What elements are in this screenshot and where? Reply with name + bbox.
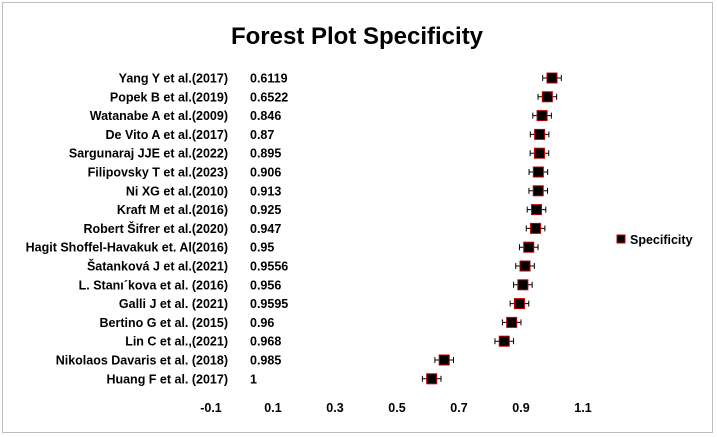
study-label: Hagit Shoffel-Havakuk et. Al(2016): [26, 241, 228, 255]
study-row: Huang F et al. (2017) 1: [106, 372, 442, 386]
x-tick-label: 0.9: [512, 401, 529, 415]
study-value: 0.906: [250, 166, 281, 180]
study-value: 0.968: [250, 335, 281, 349]
study-row: Yang Y et al.(2017) 0.6119: [119, 72, 562, 86]
study-value: 0.9556: [250, 260, 288, 274]
study-value: 0.6522: [250, 90, 288, 104]
study-label: Šatanková J et al.(2021): [87, 259, 228, 274]
study-label: Yang Y et al.(2017): [119, 72, 228, 86]
x-tick-label: 1.1: [574, 401, 591, 415]
study-row: Lin C et al.,(2021) 0.968: [125, 335, 515, 349]
study-label: Bertino G et al. (2015): [99, 316, 228, 330]
study-row: Šatanková J et al.(2021) 0.9556: [87, 259, 535, 274]
study-label: De Vito A et al.(2017): [106, 128, 229, 142]
study-row: Hagit Shoffel-Havakuk et. Al(2016) 0.95: [26, 241, 539, 255]
point-marker: [523, 241, 535, 253]
study-label: Filipovsky T et al.(2023): [88, 166, 228, 180]
x-tick-label: 0.7: [450, 401, 467, 415]
study-value: 0.925: [250, 203, 281, 217]
study-label: Ni XG et al.(2010): [126, 184, 228, 198]
point-marker: [517, 279, 529, 291]
chart-title: Forest Plot Specificity: [231, 23, 484, 50]
study-row: Sargunaraj JJE et al.(2022) 0.895: [69, 147, 550, 161]
study-label: Sargunaraj JJE et al.(2022): [69, 147, 228, 161]
study-value: 0.96: [250, 316, 274, 330]
study-label: Lin C et al.,(2021): [125, 335, 228, 349]
study-row: Galli J et al. (2021) 0.9595: [119, 297, 530, 311]
legend-marker: [616, 234, 626, 244]
point-marker: [546, 72, 558, 84]
point-marker: [513, 298, 525, 310]
study-value: 0.913: [250, 184, 281, 198]
study-row: Watanabe A et al.(2009) 0.846: [90, 109, 552, 123]
study-value: 0.846: [250, 109, 281, 123]
study-value: 0.985: [250, 354, 281, 368]
study-row: Kraft M et al.(2016) 0.925: [117, 203, 547, 217]
study-row: Bertino G et al. (2015) 0.96: [99, 316, 522, 330]
legend-label: Specificity: [630, 233, 693, 247]
study-row: De Vito A et al.(2017) 0.87: [106, 128, 550, 142]
x-axis: -0.1 0.1 0.3 0.5 0.7 0.9 1.1: [200, 401, 592, 415]
point-marker: [532, 185, 544, 197]
study-value: 0.947: [250, 222, 281, 236]
study-row: Ni XG et al.(2010) 0.913: [126, 184, 549, 198]
study-row: Popek B et al.(2019) 0.6522: [110, 90, 558, 104]
study-row: Nikolaos Davaris et al. (2018) 0.985: [56, 354, 454, 368]
study-value: 1: [250, 372, 257, 386]
point-marker: [536, 110, 548, 122]
x-tick-label: 0.3: [326, 401, 343, 415]
plot-rows: Yang Y et al.(2017) 0.6119 Popek B et al.(…: [26, 72, 562, 386]
point-marker: [506, 316, 518, 328]
point-marker: [534, 128, 546, 140]
point-marker: [426, 373, 438, 385]
study-value: 0.87: [250, 128, 274, 142]
study-value: 0.895: [250, 147, 281, 161]
study-row: Filipovsky T et al.(2023) 0.906: [88, 166, 549, 180]
study-label: Popek B et al.(2019): [110, 90, 228, 104]
study-label: Nikolaos Davaris et al. (2018): [56, 354, 228, 368]
study-row: Robert Šifrer et al.(2020) 0.947: [84, 221, 546, 236]
study-value: 0.9595: [250, 297, 288, 311]
study-label: Kraft M et al.(2016): [117, 203, 228, 217]
point-marker: [498, 335, 510, 347]
study-value: 0.956: [250, 278, 281, 292]
study-label: L. Stanı´kova et al. (2016): [79, 278, 228, 292]
study-label: Galli J et al. (2021): [119, 297, 228, 311]
study-value: 0.6119: [250, 72, 288, 86]
point-marker: [532, 166, 544, 178]
study-value: 0.95: [250, 241, 274, 255]
point-marker: [519, 260, 531, 272]
x-tick-label: 0.1: [264, 401, 281, 415]
study-label: Watanabe A et al.(2009): [90, 109, 228, 123]
study-label: Huang F et al. (2017): [106, 372, 228, 386]
study-row: L. Stanı´kova et al. (2016) 0.956: [79, 278, 533, 292]
chart-frame: [2, 2, 713, 433]
point-marker: [531, 204, 542, 216]
point-marker: [438, 354, 450, 366]
legend: Specificity: [616, 233, 693, 247]
point-marker: [533, 147, 545, 159]
x-tick-label: -0.1: [200, 401, 222, 415]
point-marker: [530, 222, 542, 234]
point-marker: [541, 91, 553, 103]
x-tick-label: 0.5: [388, 401, 405, 415]
study-label: Robert Šifrer et al.(2020): [84, 221, 229, 236]
